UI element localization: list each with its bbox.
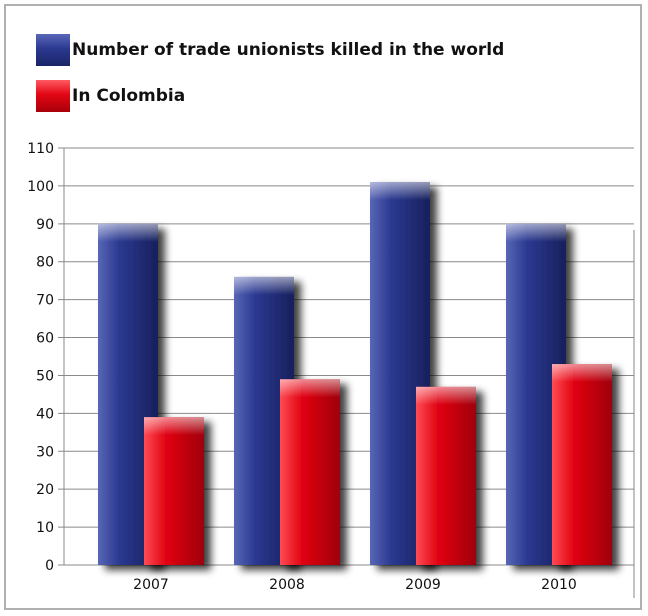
x-tick-label-2007: 2007 xyxy=(133,577,169,593)
y-tick-label-70: 70 xyxy=(36,293,54,309)
bar-highlight-colombia-2010 xyxy=(552,364,612,383)
bar-highlight-colombia-2009 xyxy=(416,386,476,405)
legend-swatch-world xyxy=(36,34,70,66)
bar-highlight-world-2009 xyxy=(370,182,430,201)
y-tick-label-80: 80 xyxy=(36,255,54,271)
legend-label-world: Number of trade unionists killed in the … xyxy=(72,40,505,60)
y-tick-label-50: 50 xyxy=(36,368,54,384)
legend-item-world: Number of trade unionists killed in the … xyxy=(36,34,504,66)
y-tick-label-30: 30 xyxy=(36,444,54,460)
y-tick-label-0: 0 xyxy=(45,558,54,574)
y-tick-label-40: 40 xyxy=(36,406,54,422)
legend-item-colombia: In Colombia xyxy=(36,80,185,112)
y-tick-label-90: 90 xyxy=(36,217,54,233)
y-tick-label-110: 110 xyxy=(27,141,54,157)
y-tick-label-60: 60 xyxy=(36,331,54,347)
legend-swatch-colombia xyxy=(36,80,70,112)
bar-highlight-world-2010 xyxy=(506,223,566,242)
bar-colombia-2008 xyxy=(280,379,340,565)
bar-highlight-world-2008 xyxy=(234,276,294,295)
bar-highlight-colombia-2007 xyxy=(144,417,204,436)
bar-colombia-2009 xyxy=(416,386,476,565)
y-tick-label-100: 100 xyxy=(27,179,54,195)
y-tick-label-20: 20 xyxy=(36,482,54,498)
y-tick-label-10: 10 xyxy=(36,520,54,536)
x-tick-label-2010: 2010 xyxy=(541,577,577,593)
bar-highlight-colombia-2008 xyxy=(280,379,340,398)
bar-highlight-world-2007 xyxy=(98,223,158,242)
x-tick-label-2009: 2009 xyxy=(405,577,441,593)
legend-label-colombia: In Colombia xyxy=(72,86,186,106)
bar-colombia-2010 xyxy=(552,364,612,565)
x-tick-label-2008: 2008 xyxy=(269,577,305,593)
bar-colombia-2007 xyxy=(144,417,204,565)
